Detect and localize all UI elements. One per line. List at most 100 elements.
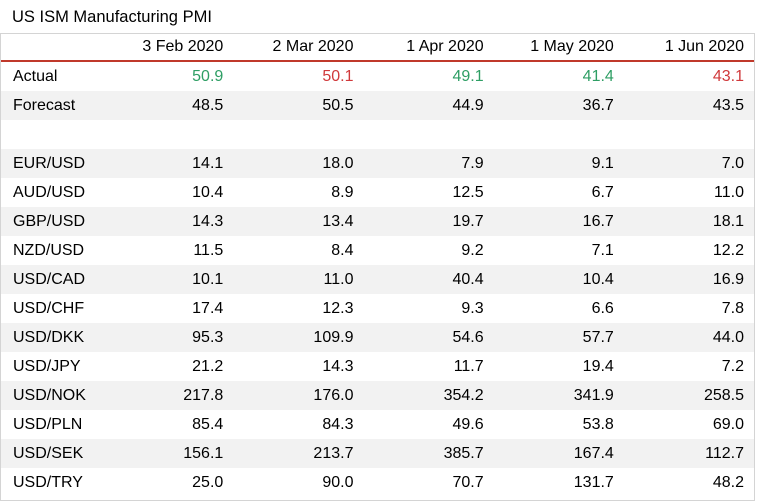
corner-cell bbox=[1, 34, 103, 61]
value-cell: 354.2 bbox=[443, 386, 484, 404]
table-row: USD/SEK 156.1 213.7 385.7 167.4 112.7 bbox=[1, 439, 754, 468]
value-cell: 41.4 bbox=[582, 67, 614, 85]
value-cell: 21.2 bbox=[192, 357, 224, 375]
value-cell: 25.0 bbox=[192, 473, 224, 491]
table-row: USD/PLN 85.4 84.3 49.6 53.8 69.0 bbox=[1, 410, 754, 439]
column-header: 1 May 2020 bbox=[530, 38, 614, 55]
value-cell: 9.3 bbox=[461, 299, 484, 317]
value-cell: 18.0 bbox=[322, 154, 354, 172]
column-header: 1 Jun 2020 bbox=[664, 38, 744, 55]
row-label: Forecast bbox=[13, 96, 76, 114]
value-cell: 9.2 bbox=[461, 241, 484, 259]
value-cell: 8.4 bbox=[331, 241, 354, 259]
value-cell: 43.5 bbox=[712, 96, 744, 114]
value-cell: 16.7 bbox=[582, 212, 614, 230]
value-cell: 12.2 bbox=[712, 241, 744, 259]
value-cell: 12.5 bbox=[452, 183, 484, 201]
row-label: USD/JPY bbox=[13, 357, 81, 375]
value-cell: 43.1 bbox=[712, 67, 744, 85]
table-row: USD/TRY 25.0 90.0 70.7 131.7 48.2 bbox=[1, 468, 754, 497]
value-cell: 40.4 bbox=[452, 270, 484, 288]
value-cell: 258.5 bbox=[703, 386, 744, 404]
value-cell: 341.9 bbox=[573, 386, 614, 404]
table-row: USD/CAD 10.1 11.0 40.4 10.4 16.9 bbox=[1, 265, 754, 294]
value-cell bbox=[494, 120, 624, 149]
row-label: NZD/USD bbox=[13, 241, 85, 259]
value-cell bbox=[233, 120, 363, 149]
value-cell: 19.7 bbox=[452, 212, 484, 230]
value-cell: 7.2 bbox=[721, 357, 744, 375]
table-row bbox=[1, 120, 754, 149]
table-row: USD/JPY 21.2 14.3 11.7 19.4 7.2 bbox=[1, 352, 754, 381]
value-cell: 50.5 bbox=[322, 96, 354, 114]
value-cell: 7.1 bbox=[591, 241, 614, 259]
value-cell: 11.0 bbox=[714, 183, 744, 201]
row-label: USD/PLN bbox=[13, 415, 83, 433]
value-cell: 70.7 bbox=[452, 473, 484, 491]
row-label: USD/CHF bbox=[13, 299, 85, 317]
value-cell: 156.1 bbox=[183, 444, 224, 462]
value-cell bbox=[624, 120, 754, 149]
value-cell: 19.4 bbox=[582, 357, 614, 375]
table-row: Actual 50.9 50.1 49.1 41.4 43.1 bbox=[1, 61, 754, 91]
value-cell: 90.0 bbox=[322, 473, 354, 491]
value-cell: 10.4 bbox=[192, 183, 224, 201]
value-cell: 10.4 bbox=[582, 270, 614, 288]
value-cell: 14.3 bbox=[192, 212, 224, 230]
value-cell: 385.7 bbox=[443, 444, 484, 462]
table-frame bbox=[0, 33, 755, 501]
value-cell bbox=[363, 120, 493, 149]
value-cell: 48.2 bbox=[712, 473, 744, 491]
value-cell: 12.3 bbox=[322, 299, 354, 317]
value-cell: 49.1 bbox=[452, 67, 484, 85]
column-header: 2 Mar 2020 bbox=[272, 38, 354, 55]
value-cell: 48.5 bbox=[192, 96, 224, 114]
row-label: USD/NOK bbox=[13, 386, 86, 404]
value-cell: 7.9 bbox=[461, 154, 484, 172]
row-label: USD/CAD bbox=[13, 270, 86, 288]
value-cell: 50.1 bbox=[322, 67, 354, 85]
column-header: 3 Feb 2020 bbox=[142, 38, 224, 55]
value-cell: 17.4 bbox=[192, 299, 224, 317]
table-row: USD/NOK 217.8 176.0 354.2 341.9 258.5 bbox=[1, 381, 754, 410]
value-cell: 109.9 bbox=[313, 328, 354, 346]
table-title: US ISM Manufacturing PMI bbox=[12, 8, 212, 26]
pmi-table: 3 Feb 2020 2 Mar 2020 1 Apr 2020 1 May 2… bbox=[1, 34, 754, 497]
value-cell: 131.7 bbox=[573, 473, 614, 491]
value-cell: 8.9 bbox=[331, 183, 354, 201]
value-cell: 11.7 bbox=[453, 357, 484, 375]
row-label bbox=[1, 120, 103, 149]
value-cell: 49.6 bbox=[452, 415, 484, 433]
value-cell: 6.6 bbox=[591, 299, 614, 317]
value-cell: 7.8 bbox=[721, 299, 744, 317]
row-label: USD/TRY bbox=[13, 473, 83, 491]
value-cell: 44.0 bbox=[712, 328, 744, 346]
column-header: 1 Apr 2020 bbox=[406, 38, 484, 55]
value-cell: 85.4 bbox=[192, 415, 224, 433]
table-row: USD/CHF 17.4 12.3 9.3 6.6 7.8 bbox=[1, 294, 754, 323]
row-label: USD/SEK bbox=[13, 444, 84, 462]
value-cell: 84.3 bbox=[322, 415, 354, 433]
value-cell: 11.0 bbox=[323, 270, 354, 288]
value-cell: 14.1 bbox=[192, 154, 224, 172]
table-row: NZD/USD 11.5 8.4 9.2 7.1 12.2 bbox=[1, 236, 754, 265]
value-cell: 50.9 bbox=[192, 67, 224, 85]
value-cell: 11.5 bbox=[193, 241, 224, 259]
value-cell: 57.7 bbox=[582, 328, 614, 346]
table-row: AUD/USD 10.4 8.9 12.5 6.7 11.0 bbox=[1, 178, 754, 207]
table-row: GBP/USD 14.3 13.4 19.7 16.7 18.1 bbox=[1, 207, 754, 236]
value-cell: 7.0 bbox=[721, 154, 744, 172]
value-cell: 95.3 bbox=[192, 328, 224, 346]
table-row: EUR/USD 14.1 18.0 7.9 9.1 7.0 bbox=[1, 149, 754, 178]
value-cell: 167.4 bbox=[573, 444, 614, 462]
value-cell: 176.0 bbox=[313, 386, 354, 404]
row-label: EUR/USD bbox=[13, 154, 86, 172]
value-cell: 69.0 bbox=[712, 415, 744, 433]
value-cell: 14.3 bbox=[322, 357, 354, 375]
value-cell: 13.4 bbox=[322, 212, 354, 230]
value-cell: 6.7 bbox=[591, 183, 614, 201]
value-cell: 213.7 bbox=[313, 444, 354, 462]
table-row: Forecast 48.5 50.5 44.9 36.7 43.5 bbox=[1, 91, 754, 120]
value-cell: 18.1 bbox=[712, 212, 744, 230]
row-label: AUD/USD bbox=[13, 183, 86, 201]
